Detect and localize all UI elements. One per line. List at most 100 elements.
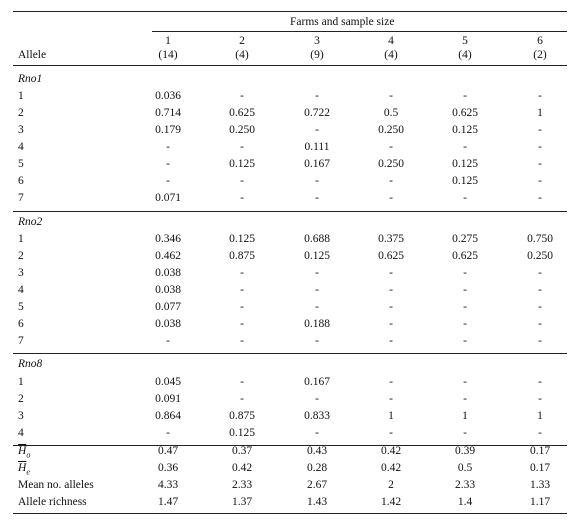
frequency-cell: 0.625 [229,107,255,120]
summary-cell: 0.42 [380,445,402,457]
frequency-cell: 0.071 [155,191,181,204]
frequency-cell: - [538,375,542,388]
heterozygosity-subscript: e [26,467,30,477]
frequency-cell: - [389,90,393,103]
header-group-title: Farms and sample size [290,16,395,28]
frequency-cell: - [538,317,542,330]
frequency-cell: - [463,426,467,439]
summary-cell: 4.33 [157,479,179,491]
frequency-cell: - [240,90,244,103]
frequency-cell: - [463,375,467,388]
frequency-cell: 0.125 [229,233,255,246]
frequency-cell: - [463,334,467,347]
summary-cell: 0.17 [529,462,551,474]
farm-sample-size: (4) [384,49,398,61]
summary-cell: 0.47 [157,445,179,457]
frequency-cell: - [166,141,170,154]
section-rule [13,445,567,447]
frequency-cell: - [240,283,244,296]
frequency-cell: 0.179 [155,124,181,137]
frequency-cell: - [463,317,467,330]
frequency-cell: 1 [537,409,543,422]
frequency-cell: 1 [462,409,468,422]
frequency-cell: - [389,191,393,204]
frequency-cell: - [240,300,244,313]
frequency-cell: - [315,426,319,439]
summary-cell: 0.36 [157,462,179,474]
frequency-cell: 0.167 [304,375,330,388]
frequency-cell: - [389,392,393,405]
frequency-cell: 0.250 [527,250,553,262]
frequency-cell: 0.038 [155,283,181,296]
frequency-cell: - [463,191,467,204]
frequency-cell: 0.250 [378,158,404,170]
frequency-cell: 0.125 [304,250,330,262]
section-rule [13,210,567,212]
farm-sample-size: (2) [533,49,547,61]
frequency-cell: 0.625 [378,250,404,262]
allele-number: 2 [18,392,24,405]
frequency-cell: 0.125 [452,124,478,137]
frequency-cell: - [166,158,170,170]
frequency-cell: 0.125 [452,158,478,170]
frequency-cell: 0.864 [155,409,181,422]
allele-number: 7 [18,334,24,347]
summary-cell: 2 [388,479,394,491]
allele-number: 5 [18,158,24,170]
frequency-cell: - [315,174,319,187]
frequency-cell: 0.091 [155,392,181,405]
section-rule [13,353,567,355]
frequency-cell: - [315,392,319,405]
frequency-cell: - [389,426,393,439]
allele-number: 3 [18,266,24,279]
frequency-cell: - [166,334,170,347]
frequency-cell: - [389,141,393,154]
allele-number: 4 [18,141,24,154]
summary-cell: 0.5 [457,462,473,474]
bottom-rule [13,513,567,515]
locus-name: Rno1 [18,73,43,85]
frequency-cell: 0.167 [304,158,330,170]
frequency-cell: 0.625 [452,250,478,262]
frequency-cell: - [240,174,244,187]
allele-number: 3 [18,124,24,137]
allele-number: 1 [18,90,24,103]
allele-number: 6 [18,174,24,187]
frequency-cell: - [538,283,542,296]
allele-number: 6 [18,317,24,330]
farm-sample-size: (14) [158,49,178,61]
frequency-cell: - [463,283,467,296]
frequency-cell: 0.625 [452,107,478,120]
allele-number: 2 [18,107,24,120]
frequency-cell: - [538,174,542,187]
frequency-cell: - [538,90,542,103]
summary-cell: 0.17 [529,445,551,457]
frequency-cell: 0.038 [155,317,181,330]
heterozygosity-label: He [18,461,30,479]
heterozygosity-symbol: H [18,462,27,474]
frequency-cell: 0.250 [229,124,255,137]
locus-name: Rno8 [18,358,43,371]
frequency-cell: - [389,283,393,296]
frequency-cell: - [389,375,393,388]
farm-sample-size: (4) [235,49,249,61]
summary-cell: 1.33 [529,479,551,491]
frequency-cell: - [538,266,542,279]
frequency-cell: - [240,317,244,330]
locus-name: Rno2 [18,215,43,228]
frequency-cell: 0.250 [378,124,404,137]
farm-number: 2 [239,35,245,47]
frequency-cell: - [166,426,170,439]
frequency-cell: - [315,90,319,103]
allele-number: 3 [18,409,24,422]
frequency-cell: - [315,283,319,296]
frequency-cell: 0.188 [304,317,330,330]
frequency-cell: - [315,300,319,313]
frequency-cell: 0.038 [155,266,181,279]
summary-cell: 2.67 [306,479,328,491]
frequency-cell: 0.077 [155,300,181,313]
farm-sample-size: (4) [458,49,472,61]
frequency-cell: - [240,141,244,154]
frequency-cell: 1 [388,409,394,422]
farm-sample-size: (9) [310,49,324,61]
